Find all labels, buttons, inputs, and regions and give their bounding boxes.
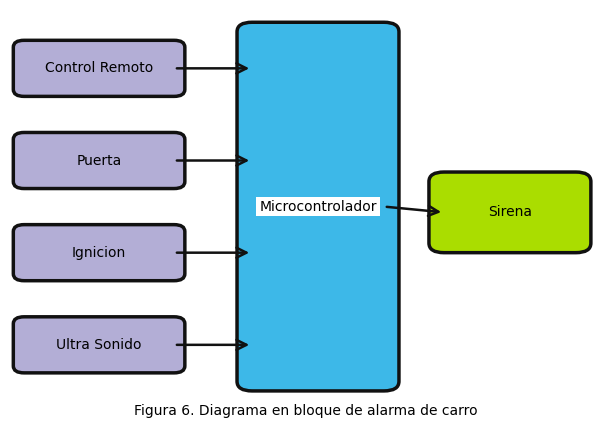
Text: Ignicion: Ignicion (72, 246, 126, 260)
FancyBboxPatch shape (13, 41, 185, 96)
Text: Control Remoto: Control Remoto (45, 61, 153, 76)
Text: Microcontrolador: Microcontrolador (259, 200, 377, 214)
FancyBboxPatch shape (429, 172, 591, 253)
Text: Sirena: Sirena (488, 206, 532, 219)
Text: Ultra Sonido: Ultra Sonido (56, 338, 142, 352)
FancyBboxPatch shape (237, 22, 399, 391)
Text: Puerta: Puerta (76, 154, 122, 168)
FancyBboxPatch shape (13, 133, 185, 189)
Text: Figura 6. Diagrama en bloque de alarma de carro: Figura 6. Diagrama en bloque de alarma d… (134, 404, 478, 418)
FancyBboxPatch shape (13, 317, 185, 373)
FancyBboxPatch shape (13, 225, 185, 281)
